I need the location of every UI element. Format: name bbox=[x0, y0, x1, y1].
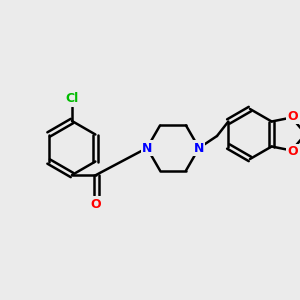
Text: O: O bbox=[287, 110, 298, 123]
Text: Cl: Cl bbox=[65, 92, 79, 106]
Text: N: N bbox=[142, 142, 152, 154]
Text: O: O bbox=[91, 197, 101, 211]
Text: N: N bbox=[194, 142, 204, 154]
Text: O: O bbox=[287, 145, 298, 158]
